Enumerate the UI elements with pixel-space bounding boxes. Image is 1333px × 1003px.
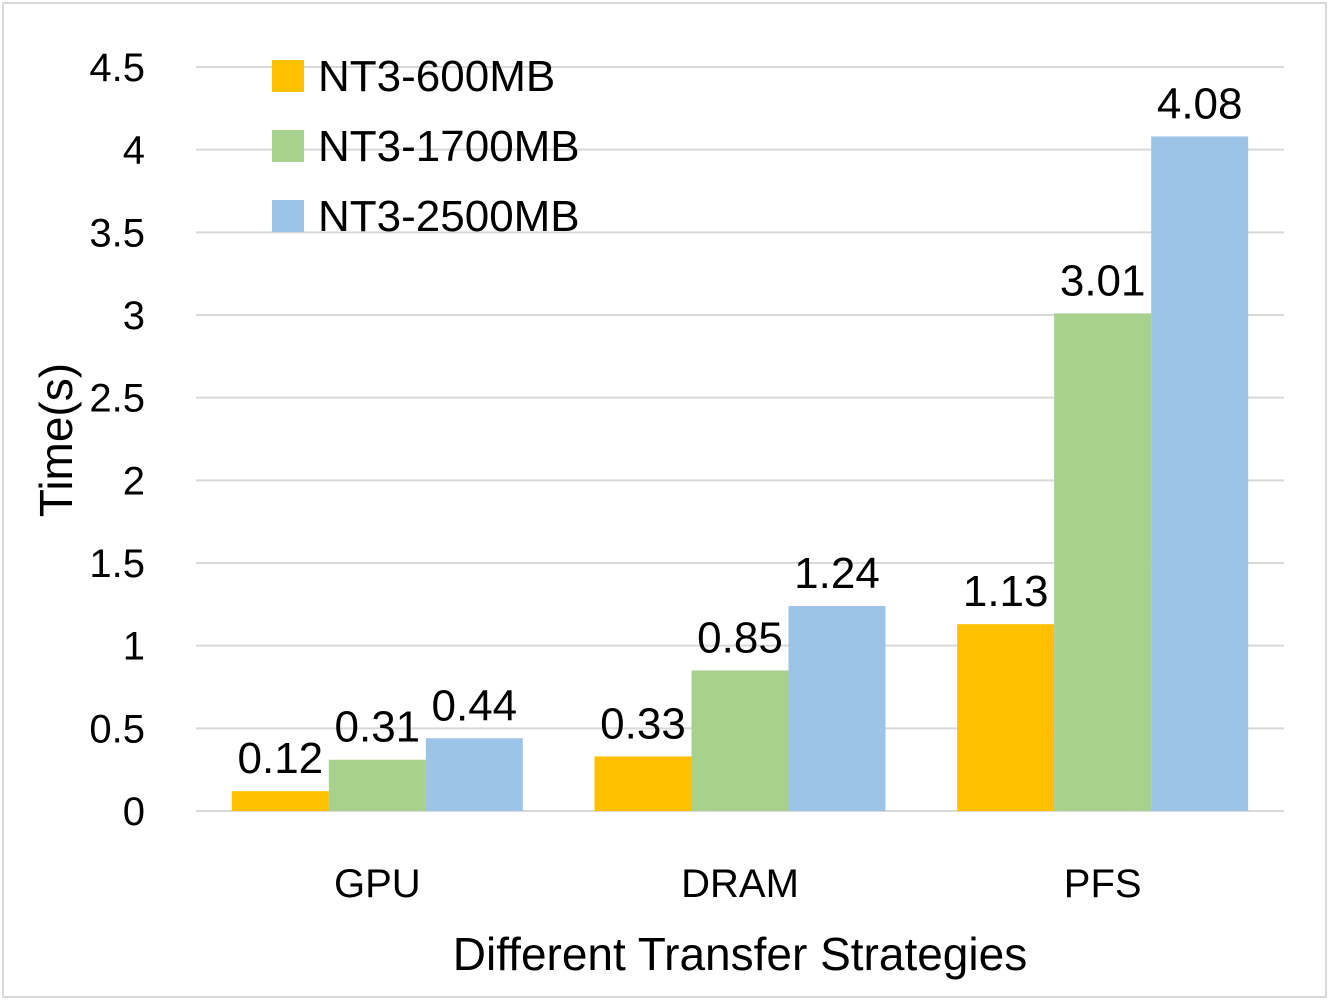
legend-label: NT3-600MB xyxy=(318,52,555,101)
legend-swatch xyxy=(272,60,304,92)
data-label: 0.85 xyxy=(697,613,783,662)
data-label: 0.44 xyxy=(432,681,518,730)
data-label: 0.33 xyxy=(600,699,686,748)
y-tick-label: 4 xyxy=(123,129,145,173)
y-tick-label: 3.5 xyxy=(89,211,145,255)
data-label: 3.01 xyxy=(1060,256,1146,305)
bar-nt3-1700mb-dram xyxy=(691,670,789,811)
y-tick-label: 2 xyxy=(123,459,145,503)
bar-nt3-600mb-gpu xyxy=(231,791,329,811)
data-label: 1.13 xyxy=(963,567,1049,616)
x-category-label: GPU xyxy=(334,862,421,906)
data-label: 0.12 xyxy=(238,734,324,783)
legend-label: NT3-2500MB xyxy=(318,192,580,241)
x-axis-title: Different Transfer Strategies xyxy=(453,928,1027,980)
y-tick-label: 3 xyxy=(123,294,145,338)
legend-swatch xyxy=(272,130,304,162)
y-tick-label: 1.5 xyxy=(89,542,145,586)
y-axis-ticks: 0 0.5 1 1.5 2 2.5 3 3.5 4 4.5 xyxy=(89,46,145,834)
y-tick-label: 4.5 xyxy=(89,46,145,90)
data-labels: 0.120.31 0.44 0.330.851.24 1.13 3.01 4.08 xyxy=(238,79,1243,783)
data-label: 4.08 xyxy=(1157,79,1243,128)
bar-nt3-1700mb-pfs xyxy=(1054,313,1152,811)
y-tick-label: 0 xyxy=(123,790,145,834)
y-tick-label: 2.5 xyxy=(89,377,145,421)
legend-swatch xyxy=(272,200,304,232)
bar-nt3-2500mb-gpu xyxy=(425,738,523,811)
bar-nt3-2500mb-dram xyxy=(788,605,886,811)
bars xyxy=(231,136,1249,811)
y-tick-label: 1 xyxy=(123,625,145,669)
legend-label: NT3-1700MB xyxy=(318,122,580,171)
x-category-label: DRAM xyxy=(681,862,799,906)
data-label: 0.31 xyxy=(335,703,421,752)
bar-nt3-2500mb-pfs xyxy=(1151,136,1249,811)
legend: NT3-600MB NT3-1700MB NT3-2500MB xyxy=(272,52,580,241)
x-category-label: PFS xyxy=(1064,862,1142,906)
bar-nt3-1700mb-gpu xyxy=(328,759,426,811)
bar-nt3-600mb-dram xyxy=(594,756,692,811)
bar-nt3-600mb-pfs xyxy=(957,624,1055,811)
y-axis-title: Time(s) xyxy=(30,363,82,517)
y-tick-label: 0.5 xyxy=(89,707,145,751)
x-axis-categories: GPU DRAM PFS xyxy=(334,862,1142,906)
data-label: 1.24 xyxy=(794,549,880,598)
